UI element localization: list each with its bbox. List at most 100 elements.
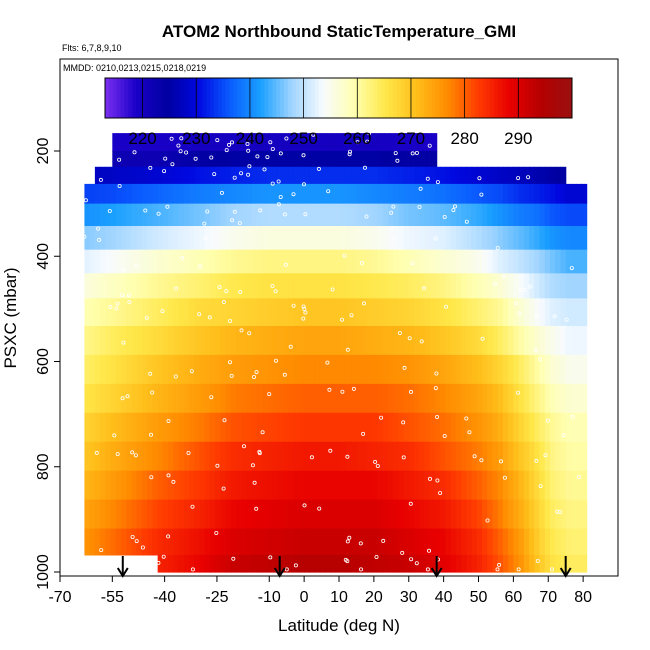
- heatmap-cell: [189, 470, 195, 501]
- heatmap-cell: [267, 166, 274, 185]
- observation-dot: [276, 179, 281, 184]
- heatmap-cell: [147, 325, 154, 356]
- heatmap-cell: [319, 441, 326, 472]
- heatmap-cell: [544, 470, 551, 501]
- heatmap-cell: [319, 298, 326, 327]
- heatmap-cell: [450, 499, 457, 530]
- heatmap-cell: [497, 383, 504, 414]
- observation-dot: [311, 132, 316, 137]
- heatmap-cell: [220, 354, 227, 385]
- colorbar-slice: [210, 78, 215, 118]
- heatmap-cell: [466, 441, 473, 472]
- observation-dot: [402, 365, 407, 370]
- heatmap-cell: [246, 225, 253, 251]
- observation-dot: [270, 283, 275, 288]
- heatmap-cell: [225, 298, 232, 327]
- heatmap-cell: [215, 183, 222, 205]
- heatmap-cell: [487, 354, 494, 385]
- heatmap-cell: [419, 412, 426, 443]
- heatmap-cell: [209, 441, 216, 472]
- heatmap-cell: [283, 383, 290, 414]
- heatmap-cell: [236, 412, 242, 443]
- heatmap-cell: [549, 470, 556, 501]
- heatmap-cell: [309, 203, 316, 227]
- colorbar-slice: [155, 78, 160, 118]
- observation-dot: [364, 214, 369, 219]
- colorbar-slice: [556, 78, 561, 118]
- heatmap-cell: [361, 554, 368, 573]
- heatmap-cell: [253, 151, 260, 168]
- heatmap-cell: [194, 273, 201, 299]
- heatmap-cell: [277, 225, 284, 251]
- heatmap-cell: [304, 354, 310, 385]
- heatmap-cell: [424, 354, 431, 385]
- heatmap-cell: [403, 383, 410, 414]
- heatmap-cell: [267, 354, 274, 385]
- heatmap-cell: [314, 183, 321, 205]
- heatmap-cell: [94, 183, 101, 205]
- heatmap-cell: [162, 528, 169, 556]
- heatmap-cell: [216, 133, 223, 152]
- heatmap-cell: [518, 166, 525, 185]
- heatmap-cell: [283, 166, 290, 185]
- heatmap-cell: [173, 249, 180, 274]
- heatmap-cell: [314, 470, 321, 501]
- heatmap-cell: [89, 499, 96, 530]
- heatmap-cell: [471, 470, 478, 501]
- observation-dot: [514, 301, 519, 306]
- heatmap-cell: [440, 273, 446, 299]
- heatmap-cell: [372, 325, 378, 356]
- observation-dot: [114, 306, 119, 311]
- observation-dot: [564, 317, 569, 322]
- colorbar-slice: [221, 78, 227, 118]
- observation-dot: [291, 303, 296, 308]
- heatmap-cell: [434, 298, 441, 327]
- x-tick-label: 30: [400, 589, 418, 606]
- heatmap-cell: [481, 383, 488, 414]
- heatmap-cell: [325, 225, 331, 251]
- heatmap-cell: [251, 225, 258, 251]
- heatmap-cell: [560, 183, 567, 205]
- observation-dot: [176, 143, 181, 148]
- heatmap-cell: [565, 354, 572, 385]
- heatmap-cell: [319, 273, 326, 299]
- heatmap-cell: [225, 273, 232, 299]
- heatmap-cell: [555, 298, 562, 327]
- heatmap-cell: [419, 441, 426, 472]
- heatmap-cell: [424, 298, 431, 327]
- heatmap-cell: [325, 499, 331, 530]
- heatmap-cell: [194, 383, 201, 414]
- heatmap-cell: [204, 298, 211, 327]
- observation-dot: [117, 157, 122, 162]
- heatmap-cell: [471, 354, 478, 385]
- heatmap-cell: [419, 273, 426, 299]
- heatmap-cell: [471, 441, 478, 472]
- heatmap-cell: [361, 166, 368, 185]
- heatmap-cell: [115, 499, 122, 530]
- heatmap-cell: [481, 499, 488, 530]
- heatmap-cell: [288, 225, 295, 251]
- observation-dot: [393, 151, 398, 156]
- heatmap-cell: [173, 383, 180, 414]
- heatmap-cell: [220, 203, 227, 227]
- heatmap-cell: [89, 383, 96, 414]
- observation-dot: [569, 266, 574, 271]
- heatmap-cell: [300, 151, 307, 168]
- heatmap-cell: [321, 151, 328, 168]
- observation-dot: [197, 264, 202, 269]
- heatmap-cell: [230, 298, 237, 327]
- heatmap-cell: [429, 441, 436, 472]
- observation-dot: [421, 286, 426, 291]
- heatmap-cell: [230, 412, 237, 443]
- heatmap-cell: [408, 470, 415, 501]
- heatmap-cell: [314, 441, 321, 472]
- colorbar-slice: [276, 78, 281, 118]
- heatmap-cell: [236, 554, 242, 573]
- heatmap-cell: [121, 354, 127, 385]
- heatmap-cell: [366, 225, 373, 251]
- observation-dot: [250, 463, 255, 468]
- colorbar-slice: [194, 78, 199, 118]
- heatmap-cell: [466, 298, 473, 327]
- heatmap-cell: [471, 325, 478, 356]
- heatmap-cell: [445, 166, 452, 185]
